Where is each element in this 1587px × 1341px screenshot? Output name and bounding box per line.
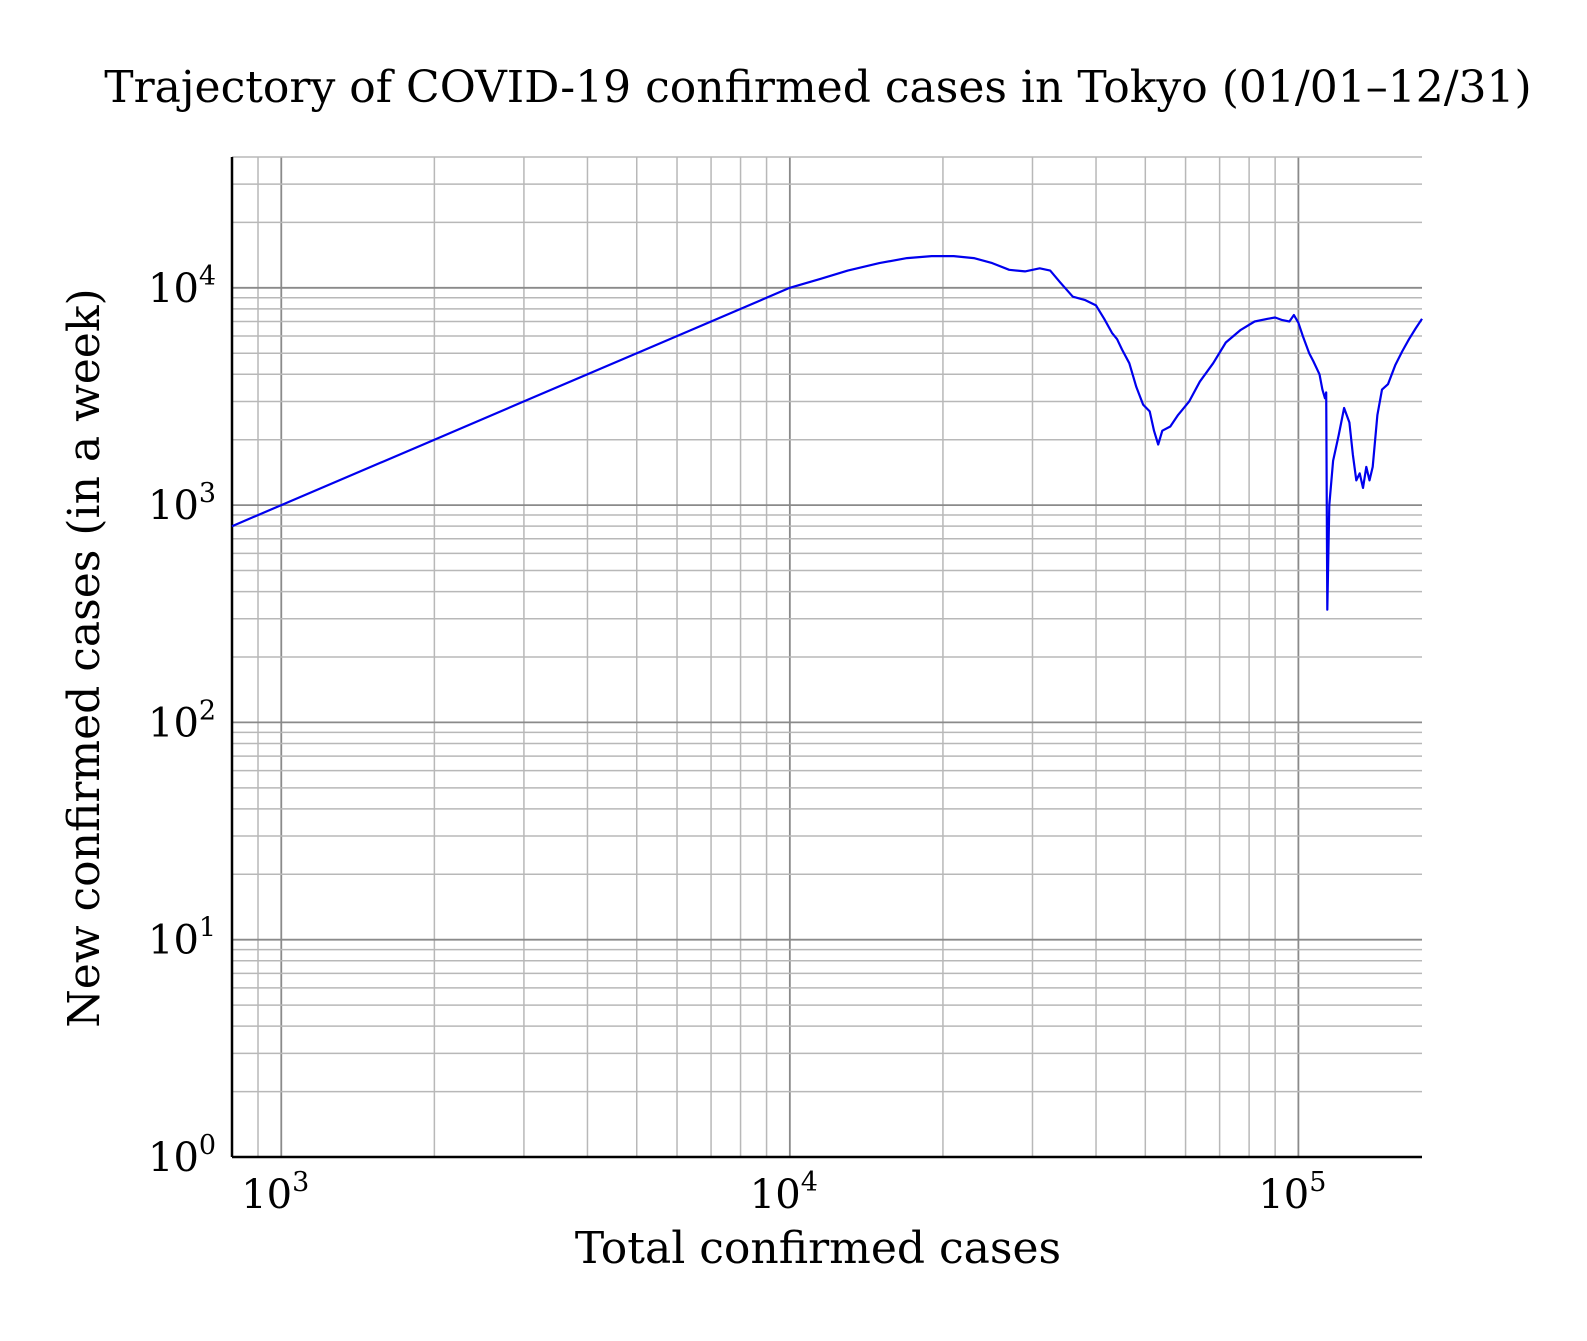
y-tick-label: 100: [148, 1130, 216, 1181]
tick-base: 10: [241, 1172, 292, 1218]
tick-exponent: 3: [199, 478, 216, 509]
grid-lines: [231, 156, 1422, 1158]
y-tick-label: 102: [148, 695, 216, 746]
tick-base: 10: [148, 266, 199, 312]
series-line-0: [231, 255, 1423, 611]
y-tick-label: 103: [148, 478, 216, 529]
tick-exponent: 3: [292, 1167, 309, 1198]
tick-base: 10: [1258, 1172, 1309, 1218]
chart-title: Trajectory of COVID-19 confirmed cases i…: [104, 62, 1531, 113]
tick-base: 10: [148, 918, 199, 964]
tick-exponent: 4: [801, 1167, 818, 1198]
x-tick-label: 104: [750, 1167, 818, 1218]
tick-base: 10: [148, 1135, 199, 1181]
tick-exponent: 0: [199, 1130, 216, 1161]
tick-exponent: 2: [199, 695, 216, 726]
x-tick-label: 103: [241, 1167, 309, 1218]
y-axis-label: New confirmed cases (in a week): [59, 288, 110, 1027]
y-tick-label: 101: [148, 913, 216, 964]
tick-base: 10: [750, 1172, 801, 1218]
x-tick-label: 105: [1258, 1167, 1326, 1218]
x-axis-label: Total confirmed cases: [575, 1223, 1061, 1274]
tick-base: 10: [148, 700, 199, 746]
x-tick-labels: 103 104 105: [241, 1167, 1326, 1218]
axes: [230, 157, 1422, 1159]
tick-exponent: 5: [1309, 1167, 1326, 1198]
tick-exponent: 4: [199, 261, 216, 292]
tick-exponent: 1: [199, 913, 216, 944]
tick-base: 10: [148, 483, 199, 529]
series-group: [231, 255, 1423, 611]
y-tick-label: 104: [148, 261, 216, 312]
